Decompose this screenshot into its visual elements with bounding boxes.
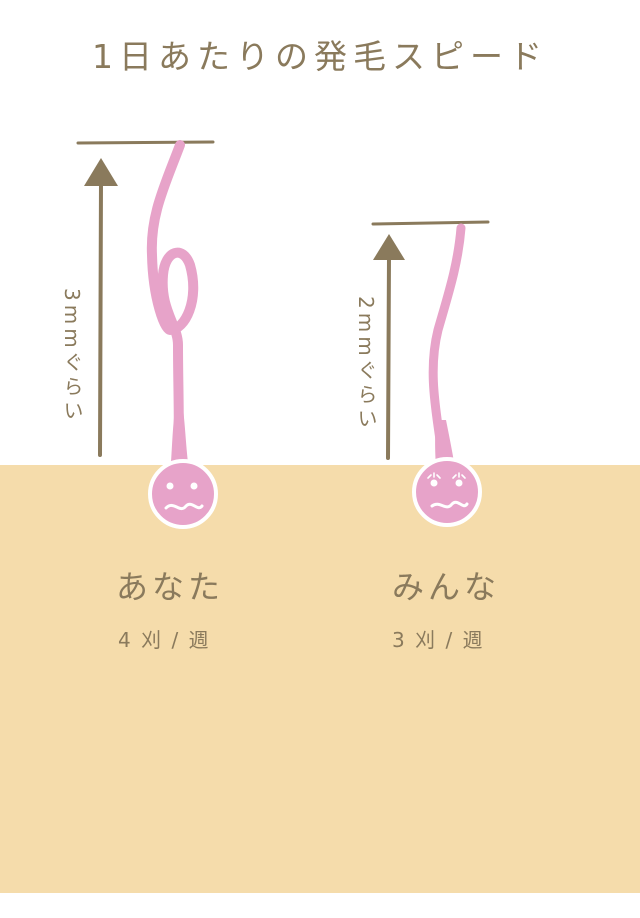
everyone-frequency: 3 刈 / 週 bbox=[392, 624, 485, 653]
you-hair bbox=[150, 145, 216, 527]
you-growth-label: 3mmぐらい bbox=[58, 288, 87, 424]
you-bulb bbox=[150, 461, 216, 527]
everyone-eye-left bbox=[431, 480, 438, 487]
you-eye-left bbox=[167, 483, 174, 490]
you-eye-right bbox=[191, 483, 198, 490]
everyone-top-line bbox=[373, 222, 488, 224]
everyone-hair bbox=[414, 228, 480, 525]
everyone-arrow-shaft bbox=[388, 255, 389, 458]
you-hair-strand bbox=[152, 145, 193, 470]
everyone-arrow-head-icon bbox=[373, 234, 405, 260]
you-name: あなた bbox=[116, 562, 224, 608]
everyone-growth-label: 2mmぐらい bbox=[352, 296, 381, 432]
you-top-line bbox=[78, 142, 213, 143]
you-frequency: 4 刈 / 週 bbox=[118, 624, 211, 653]
everyone-eye-right bbox=[456, 480, 463, 487]
you-arrow-head-icon bbox=[84, 158, 118, 186]
everyone-bulb bbox=[414, 459, 480, 525]
you-arrow-shaft bbox=[100, 180, 101, 455]
everyone-name: みんな bbox=[392, 562, 500, 608]
everyone-measure bbox=[373, 222, 488, 458]
